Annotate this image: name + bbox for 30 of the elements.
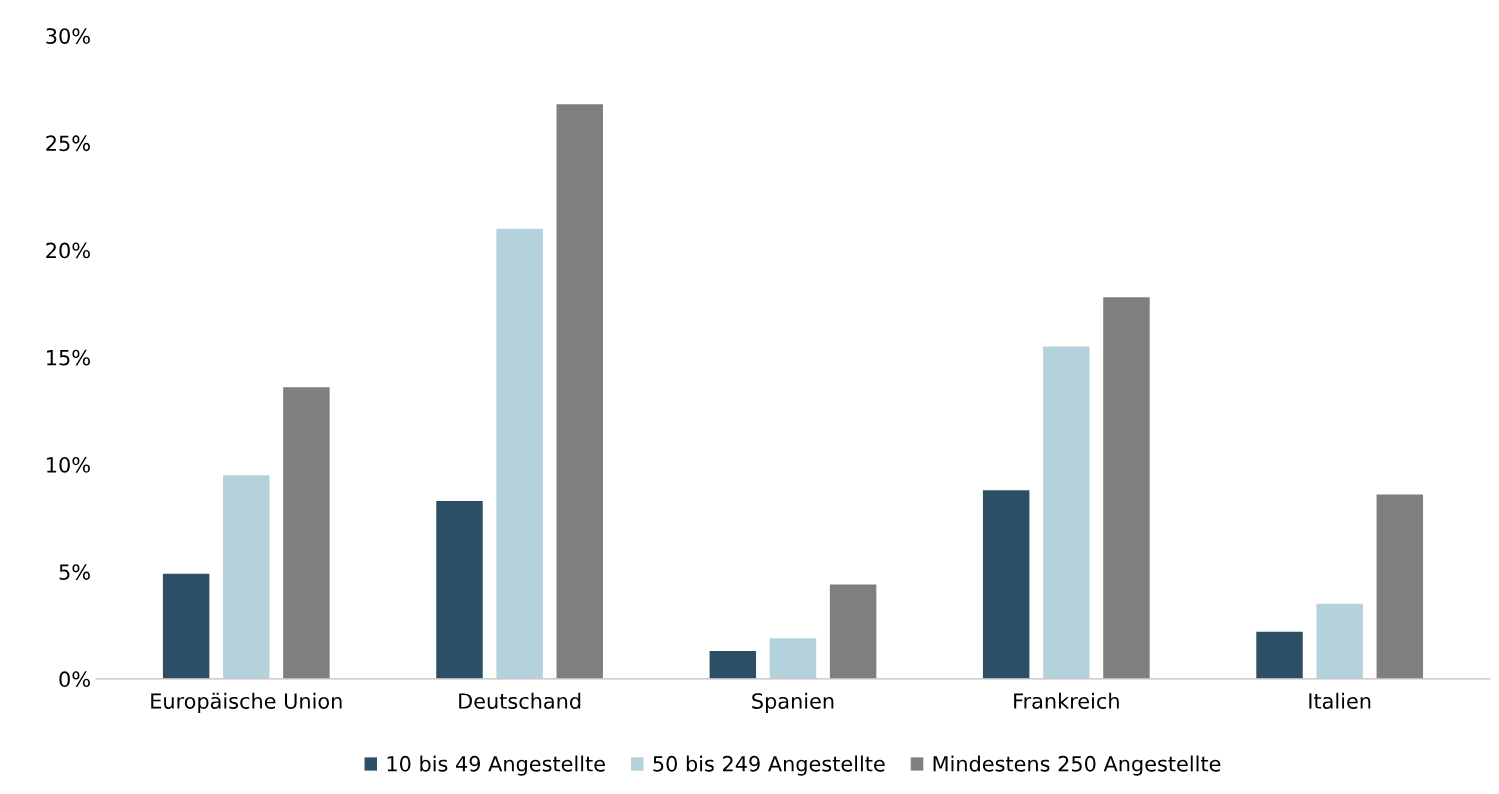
bar — [1103, 297, 1150, 679]
bar — [223, 475, 270, 679]
x-tick-label: Frankreich — [1014, 692, 1119, 709]
legend-label: 10 bis 49 Angestellte — [387, 755, 605, 776]
y-tick-label: 5% — [59, 564, 90, 580]
bar — [1256, 631, 1303, 679]
legend-label: 50 bis 249 Angestellte — [653, 755, 885, 776]
bar — [496, 228, 543, 679]
x-tick-label: Deutschand — [459, 692, 581, 709]
y-tick-label: 25% — [46, 135, 90, 152]
y-tick-label: 0% — [59, 671, 90, 688]
y-tick-label: 20% — [46, 242, 90, 259]
legend-label: Mindestens 250 Angestellte — [933, 755, 1221, 776]
y-tick-label: 30% — [46, 28, 90, 44]
x-tick-label: Italien — [1309, 692, 1371, 709]
y-tick-label: 10% — [47, 456, 90, 473]
bar — [829, 584, 877, 679]
x-tick-label: Europäische Union — [151, 692, 342, 713]
bar — [709, 651, 757, 679]
bar — [162, 573, 210, 679]
x-tick-label: Spanien — [752, 692, 834, 713]
bar — [982, 490, 1030, 679]
bar — [436, 500, 483, 679]
bar — [1316, 603, 1363, 679]
bar — [1376, 494, 1424, 679]
bar — [283, 387, 330, 679]
bar — [556, 104, 603, 679]
y-tick-label: 15% — [47, 349, 90, 366]
bar — [769, 638, 817, 679]
bar — [1043, 346, 1090, 679]
